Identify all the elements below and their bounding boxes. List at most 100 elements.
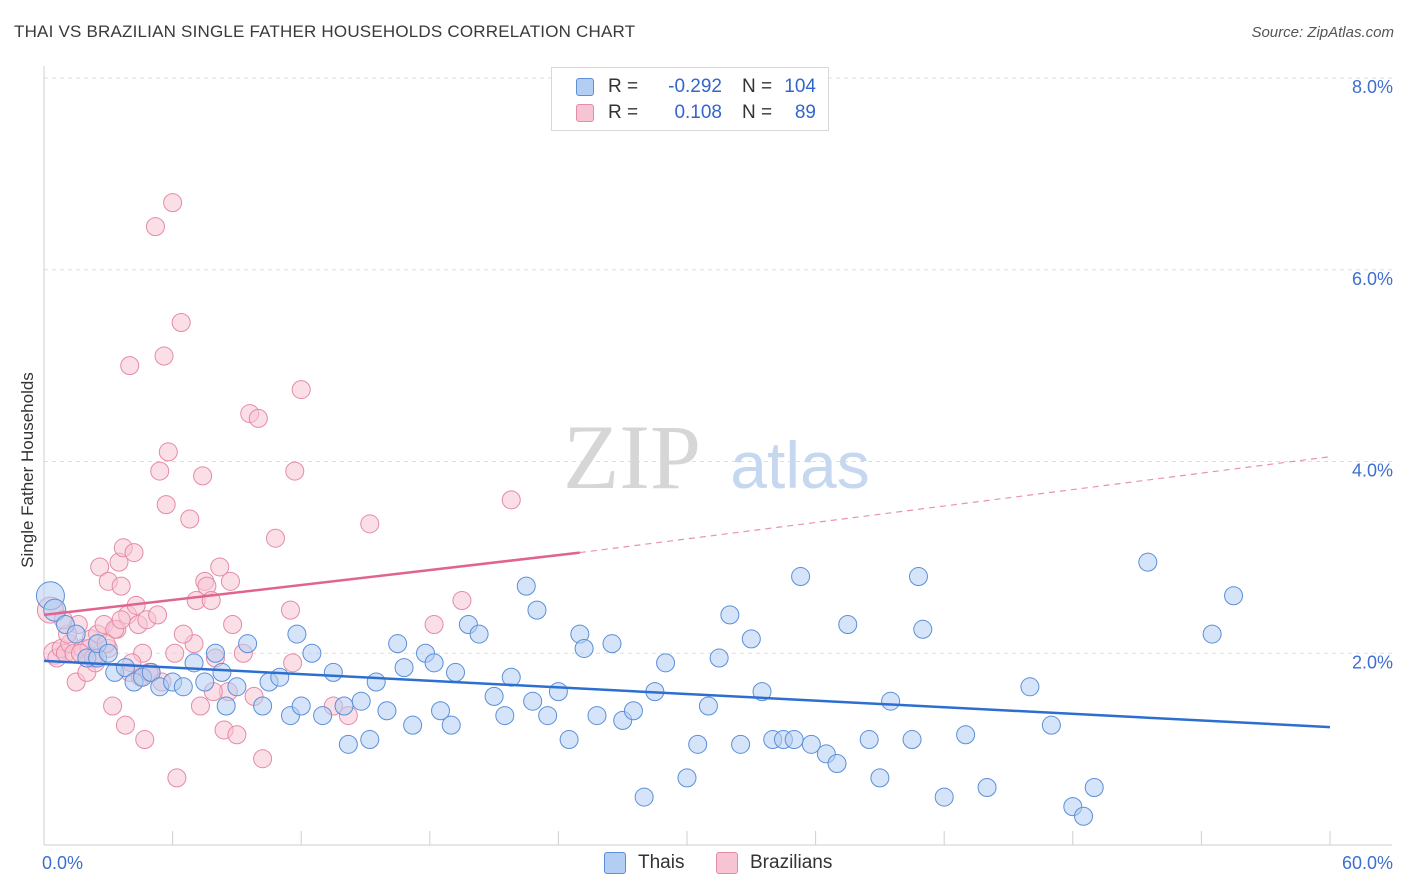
chart-title: THAI VS BRAZILIAN SINGLE FATHER HOUSEHOL… [14, 22, 636, 41]
brazilians-point [180, 509, 200, 529]
brazilians-point [248, 408, 268, 428]
thais-point [523, 691, 543, 711]
thais-point [253, 696, 273, 716]
thais-legend-swatch [604, 852, 626, 874]
brazilians-point [210, 557, 230, 577]
thais-point [709, 648, 729, 668]
thais-point [881, 691, 901, 711]
brazilians-legend-label: Brazilians [750, 852, 833, 873]
legend-box: R = -0.292 N = 104 R = 0.108 N = 89 [551, 67, 829, 131]
thais-point [656, 653, 676, 673]
thais-point [338, 734, 358, 754]
trend-lines [43, 456, 1331, 729]
brazilians-point [173, 624, 193, 644]
thais-point [870, 768, 890, 788]
thais-point [366, 672, 386, 692]
thais-point [516, 576, 536, 596]
thais-point [216, 696, 236, 716]
thais-point [43, 598, 67, 622]
thais-point [801, 734, 821, 754]
brazilians-point [291, 380, 311, 400]
brazilians-point [145, 217, 165, 237]
legend-row-brazilians: R = 0.108 N = 89 [576, 102, 816, 124]
brazilians-point [171, 312, 191, 332]
thais-point [469, 624, 489, 644]
thais-point [141, 662, 161, 682]
bottom-legend-brazilians[interactable]: Brazilians [716, 852, 832, 874]
thais-point [313, 706, 333, 726]
brazilians-point [120, 356, 140, 376]
thais-point [587, 706, 607, 726]
source-label: Source: ZipAtlas.com [1251, 24, 1394, 41]
thais-point [677, 768, 697, 788]
watermark-atlas: atlas [730, 428, 869, 502]
brazilians-point [501, 490, 521, 510]
brazilians-trend-extension [579, 456, 1331, 554]
brazilians-point [220, 571, 240, 591]
thais-point [1224, 586, 1244, 606]
thais-point [270, 667, 290, 687]
brazilians-point [167, 768, 187, 788]
grid [44, 77, 1392, 654]
brazilians-point [124, 543, 144, 563]
legend-row-thais: R = -0.292 N = 104 [576, 76, 816, 98]
thais-point [291, 696, 311, 716]
thais-point [752, 682, 772, 702]
thais-point [351, 691, 371, 711]
thais-point [574, 638, 594, 658]
thais-point [559, 730, 579, 750]
brazilians-points [36, 193, 521, 788]
y-tick-label: 8.0% [1352, 77, 1393, 97]
x-tick-label: 0.0% [42, 853, 83, 873]
brazilians-point [190, 696, 210, 716]
thais-point [360, 730, 380, 750]
brazilians-point [227, 725, 247, 745]
thais-point [602, 634, 622, 654]
thais-point [173, 677, 193, 697]
x-tick-label: 60.0% [1342, 853, 1393, 873]
thais-trend-line [43, 659, 1331, 729]
thais-point [501, 667, 521, 687]
brazilians-point [285, 461, 305, 481]
brazilians-point [163, 193, 183, 213]
axes [43, 66, 1392, 846]
brazilians-point [115, 715, 135, 735]
brazilians-point [111, 610, 131, 630]
thais-point [388, 634, 408, 654]
thais-point [548, 682, 568, 702]
thais-point [913, 619, 933, 639]
brazilians-point [103, 696, 123, 716]
thais-point [838, 614, 858, 634]
thais-point [908, 567, 928, 587]
brazilians-point [165, 643, 185, 663]
thais-point [195, 672, 215, 692]
thais-point [623, 701, 643, 721]
brazilians-point [253, 749, 273, 769]
thais-point [902, 730, 922, 750]
bottom-legend-thais[interactable]: Thais [604, 852, 684, 874]
brazilians-swatch [576, 104, 594, 122]
thais-point [1020, 677, 1040, 697]
thais-point [934, 787, 954, 807]
legend-n-value: 104 [784, 76, 816, 97]
thais-point [394, 658, 414, 678]
thais-point [1041, 715, 1061, 735]
thais-swatch [576, 78, 594, 96]
thais-point [377, 701, 397, 721]
thais-point [212, 662, 232, 682]
thais-point [227, 677, 247, 697]
brazilians-point [280, 600, 300, 620]
thais-point [484, 686, 504, 706]
thais-point [441, 715, 461, 735]
thais-point [827, 754, 847, 774]
brazilians-point [150, 461, 170, 481]
brazilians-point [111, 576, 131, 596]
y-axis-label: Single Father Households [18, 372, 37, 568]
legend-r-value: -0.292 [668, 76, 722, 97]
brazilians-point [360, 514, 380, 534]
thais-points [35, 552, 1244, 826]
thais-point [495, 706, 515, 726]
thais-point [334, 696, 354, 716]
thais-legend-label: Thais [638, 852, 685, 873]
